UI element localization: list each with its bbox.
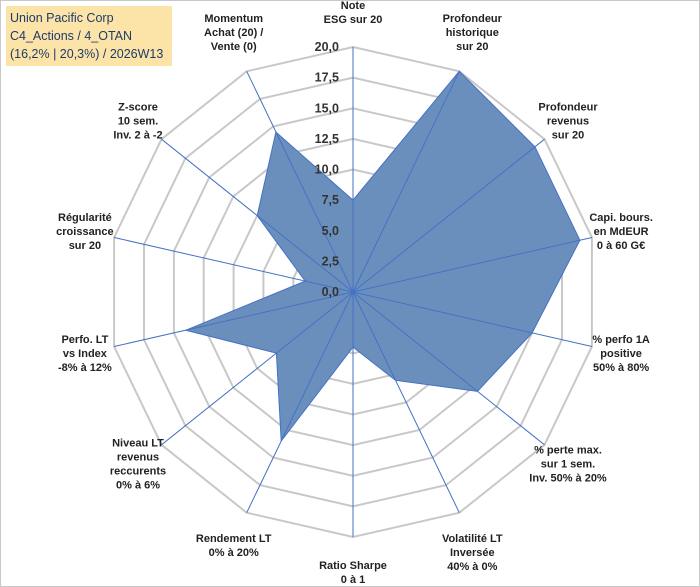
axis-label-line: Perfo. LT: [61, 334, 108, 346]
axis-label-line: Capi. bours.: [589, 212, 653, 224]
axis-label-line: Ratio Sharpe: [319, 560, 387, 572]
chart-title-box: Union Pacific Corp C4_Actions / 4_OTAN (…: [6, 6, 172, 66]
axis-spoke: [352, 138, 545, 293]
axis-spoke: [161, 291, 354, 446]
axis-label-line: reccurents: [110, 466, 166, 478]
axis-spoke: [352, 71, 460, 293]
axis-spoke: [352, 291, 545, 446]
tick-label: 7,5: [322, 193, 339, 207]
axis-label-line: Niveau LT: [112, 438, 164, 450]
axis-label: Niveau LT revenus reccurents 0% à 6%: [110, 438, 166, 492]
axis-label-line: Inv. 50% à 20%: [529, 473, 607, 485]
radar-series: [113, 47, 593, 537]
axis-spoke: [246, 71, 354, 293]
axis-label-line: Vente (0): [211, 41, 257, 53]
axis-label-line: 0 à 60 G€: [597, 240, 645, 252]
axis-label-line: Profondeur: [538, 102, 598, 114]
series-area: [184, 70, 581, 443]
axis-label-line: 10 sem.: [118, 116, 158, 128]
axis-label-line: Rendement LT: [196, 533, 272, 545]
axis-label-line: Inversée: [450, 547, 495, 559]
axis-label-line: positive: [600, 348, 642, 360]
axis-label-line: sur 20: [69, 240, 101, 252]
axis-label: Momentum Achat (20) / Vente (0): [204, 13, 263, 53]
axis-label-line: 0 à 1: [341, 574, 365, 586]
axis-spoke: [113, 291, 354, 347]
axis-label-line: sur 20: [552, 130, 584, 142]
axis-label-line: 40% à 0%: [447, 561, 497, 573]
axis-spoke: [352, 291, 460, 513]
axis-label-line: sur 20: [456, 41, 488, 53]
tick-label: 20,0: [315, 40, 339, 54]
axis-label: Rendement LT 0% à 20%: [196, 533, 272, 559]
axis-label-line: % perte max.: [534, 445, 602, 457]
axis-label-line: Inv. 2 à -2: [113, 130, 162, 142]
company-name: Union Pacific Corp: [10, 11, 114, 25]
axis-label-line: Profondeur: [443, 13, 503, 25]
performance-stats: (16,2% | 20,3%) / 2026W13: [10, 47, 164, 61]
tick-label: 17,5: [315, 71, 339, 85]
axis-label: % perfo 1A positive 50% à 80%: [592, 334, 650, 374]
axis-label-line: 0% à 6%: [116, 480, 160, 492]
axis-label: % perte max. sur 1 sem. Inv. 50% à 20%: [529, 445, 607, 485]
tick-label: 15,0: [315, 101, 339, 115]
tick-label: 0,0: [322, 285, 339, 299]
axis-labels: Note ESG sur 20 Profondeur historique sur 20…: [56, 0, 653, 586]
axis-label-line: revenus: [117, 452, 159, 464]
axis-label-line: ESG sur 20: [324, 14, 383, 26]
tick-label: 10,0: [315, 163, 339, 177]
axis-label-line: croissance: [56, 226, 113, 238]
axis-label-line: en MdEUR: [594, 226, 649, 238]
axis-spoke: [113, 237, 354, 293]
axis-spoke: [352, 237, 593, 293]
portfolio-category: C4_Actions / 4_OTAN: [10, 29, 133, 43]
axis-label: Profondeur revenus sur 20: [538, 102, 598, 142]
axis-label: Ratio Sharpe 0 à 1: [319, 560, 387, 586]
axis-label: Note ESG sur 20: [324, 0, 383, 26]
axis-label-line: revenus: [547, 116, 589, 128]
axis-spoke: [352, 291, 593, 347]
axis-label: Z-score 10 sem. Inv. 2 à -2: [113, 102, 162, 142]
tick-label: 2,5: [322, 254, 339, 268]
axis-label-line: Régularité: [58, 212, 112, 224]
axis-label-line: -8% à 12%: [58, 362, 112, 374]
axis-label: Profondeur historique sur 20: [443, 13, 503, 53]
axis-label: Volatilité LT Inversée 40% à 0%: [442, 533, 503, 573]
axis-label-line: 50% à 80%: [593, 362, 649, 374]
axis-label: Capi. bours. en MdEUR 0 à 60 G€: [589, 212, 653, 252]
axis-label-line: Note: [341, 0, 365, 12]
axis-label: Perfo. LT vs Index -8% à 12%: [58, 334, 112, 374]
axis-spoke: [246, 291, 354, 513]
axis-label-line: vs Index: [63, 348, 108, 360]
axis-label-line: sur 1 sem.: [541, 459, 595, 471]
axis-label-line: Momentum: [204, 13, 263, 25]
axis-label-line: % perfo 1A: [592, 334, 650, 346]
axis-label-line: Z-score: [118, 102, 158, 114]
axis-label: Régularité croissance sur 20: [56, 212, 113, 252]
tick-label: 12,5: [315, 132, 339, 146]
axis-label-line: historique: [446, 27, 499, 39]
axis-label-line: 0% à 20%: [209, 547, 259, 559]
tick-label: 5,0: [322, 224, 339, 238]
axis-label-line: Achat (20) /: [204, 27, 263, 39]
axis-label-line: Volatilité LT: [442, 533, 503, 545]
radial-tick-labels: 0,0 2,5 5,0 7,5 10,0 12,5 15,0 17,5 20,0: [315, 40, 339, 299]
